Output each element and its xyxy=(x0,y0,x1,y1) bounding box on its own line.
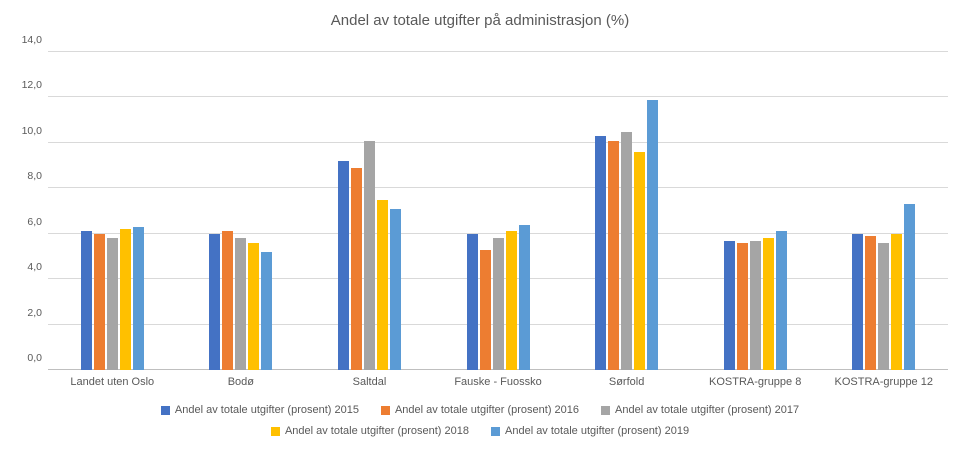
gridline xyxy=(48,232,948,234)
bar-group xyxy=(434,52,563,370)
legend-label: Andel av totale utgifter (prosent) 2015 xyxy=(174,404,359,416)
bar xyxy=(479,249,491,370)
legend-swatch-icon xyxy=(601,405,611,415)
plot-area: 0,0 2,0 4,0 6,0 8,0 10,0 12,0 14,0 xyxy=(22,34,948,370)
y-tick-label: 0,0 xyxy=(27,352,42,364)
legend: Andel av totale utgifter (prosent) 2015 A… xyxy=(0,404,960,437)
legend-swatch-icon xyxy=(270,426,280,436)
bar-group xyxy=(305,52,434,370)
gridline xyxy=(48,51,948,52)
legend-swatch-icon xyxy=(491,426,500,436)
x-category-label: Saltdal xyxy=(352,376,387,388)
legend-swatch-icon xyxy=(380,405,390,415)
bar-group xyxy=(819,52,948,370)
bar-groups xyxy=(48,52,948,370)
legend-item: Andel av totale utgifter (prosent) 2018 xyxy=(270,425,469,437)
bar xyxy=(505,231,517,370)
chart-title: Andel av totale utgifter på administrasj… xyxy=(330,12,630,29)
bar xyxy=(119,229,131,370)
legend-swatch-icon xyxy=(160,405,170,415)
y-tick-label: 10,0 xyxy=(21,124,42,137)
bar xyxy=(621,131,633,370)
x-category-label: KOSTRA-gruppe 8 xyxy=(709,376,802,388)
bar-group xyxy=(562,52,691,370)
bar-group xyxy=(48,52,177,370)
bar xyxy=(723,240,735,370)
bar xyxy=(852,233,864,370)
bar xyxy=(261,251,273,370)
bar xyxy=(736,242,748,370)
bar xyxy=(337,161,349,370)
x-axis-labels: Landet uten Oslo Bodø Saltdal Fauske - Fuos… xyxy=(48,376,948,388)
legend-row: Andel av totale utgifter (prosent) 2018 A… xyxy=(270,425,689,437)
bar xyxy=(647,99,659,370)
bar xyxy=(878,242,890,370)
x-category-label: Bodø xyxy=(227,376,255,388)
legend-item: Andel av totale utgifter (prosent) 2017 xyxy=(601,404,799,416)
bar xyxy=(80,231,92,370)
bar xyxy=(749,240,761,370)
bar xyxy=(904,204,916,370)
bar xyxy=(891,233,903,370)
gridline xyxy=(48,187,948,189)
bar xyxy=(106,238,118,370)
legend-label: Andel av totale utgifter (prosent) 2019 xyxy=(505,425,690,437)
bar xyxy=(608,140,620,370)
legend-row: Andel av totale utgifter (prosent) 2015 A… xyxy=(160,404,799,416)
bar xyxy=(132,226,144,370)
y-tick-label: 4,0 xyxy=(27,261,42,274)
bar xyxy=(222,231,234,370)
legend-label: Andel av totale utgifter (prosent) 2018 xyxy=(284,425,469,437)
bar xyxy=(775,231,787,370)
bar xyxy=(350,167,362,370)
bar xyxy=(376,199,388,370)
bar xyxy=(762,238,774,370)
bar-group xyxy=(691,52,820,370)
x-category-label: KOSTRA-gruppe 12 xyxy=(834,376,933,388)
bar xyxy=(248,242,260,370)
bar xyxy=(389,208,401,370)
bar xyxy=(93,233,105,370)
gridline xyxy=(48,96,948,98)
bar xyxy=(209,233,221,370)
bar xyxy=(865,236,877,370)
bar xyxy=(595,136,607,370)
x-category-label: Fauske - Fuossko xyxy=(454,376,542,388)
x-category-label: Sørfold xyxy=(608,376,645,388)
gridline xyxy=(48,141,948,143)
legend-item: Andel av totale utgifter (prosent) 2015 xyxy=(160,404,359,416)
y-tick-label: 12,0 xyxy=(21,79,42,92)
bar xyxy=(492,238,504,370)
bar xyxy=(518,224,530,370)
legend-label: Andel av totale utgifter (prosent) 2017 xyxy=(615,404,800,416)
bar xyxy=(363,140,375,370)
x-category-label: Landet uten Oslo xyxy=(70,376,155,388)
legend-item: Andel av totale utgifter (prosent) 2019 xyxy=(491,425,689,437)
y-tick-label: 6,0 xyxy=(27,215,42,228)
bar xyxy=(466,233,478,370)
bar xyxy=(634,151,646,370)
bar-group xyxy=(177,52,306,370)
legend-label: Andel av totale utgifter (prosent) 2016 xyxy=(394,404,580,416)
y-tick-label: 14,0 xyxy=(21,34,42,46)
legend-item: Andel av totale utgifter (prosent) 2016 xyxy=(380,404,580,416)
y-tick-label: 8,0 xyxy=(27,170,42,183)
bar xyxy=(235,238,247,370)
y-tick-label: 2,0 xyxy=(27,306,42,319)
